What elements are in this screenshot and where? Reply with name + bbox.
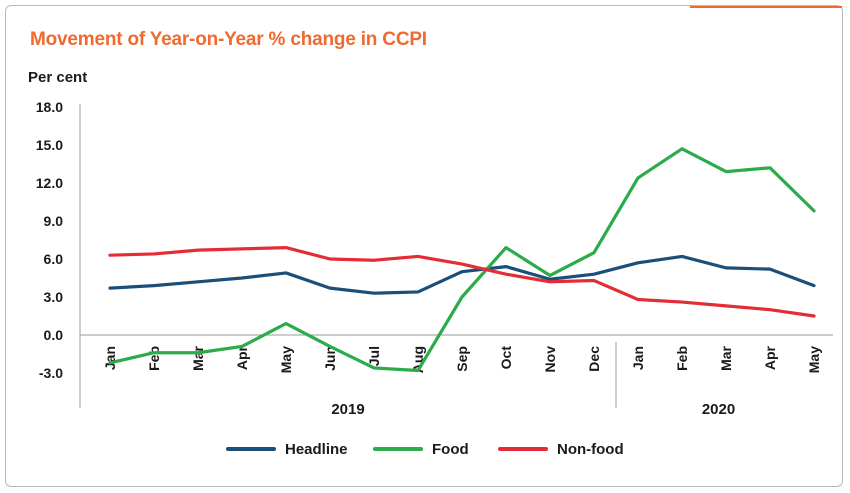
y-tick-label: 0.0	[44, 327, 64, 343]
axes: 18.0 15.0 12.0 9.0 6.0 3.0 0.0 -3.0 Jan Feb Mar Apr…	[36, 99, 833, 418]
y-tick-label: 9.0	[44, 213, 64, 229]
x-tick-label: Mar	[190, 345, 206, 370]
series-line-headline	[108, 254, 816, 295]
x-tick-label: Mar	[718, 345, 734, 370]
x-tick-label: Apr	[762, 345, 778, 370]
x-tick-label: Jan	[630, 346, 646, 370]
x-tick-label: Feb	[674, 346, 690, 371]
year-label: 2019	[331, 401, 364, 418]
legend-label: Food	[432, 441, 469, 458]
x-tick-label: May	[278, 346, 294, 373]
y-tick-label: 18.0	[36, 99, 63, 115]
x-tick-label: Jun	[322, 346, 338, 371]
x-tick-label: Nov	[542, 346, 558, 373]
chart-frame	[5, 5, 843, 487]
y-tick-label: 3.0	[44, 289, 64, 305]
series-line-food	[108, 147, 816, 373]
series-lines	[108, 147, 816, 373]
accent-bar	[690, 6, 842, 8]
year-label: 2020	[702, 401, 735, 418]
y-tick-label: -3.0	[39, 365, 63, 381]
legend-label: Headline	[285, 441, 348, 458]
y-tick-label: 6.0	[44, 251, 64, 267]
y-tick-label: 15.0	[36, 137, 63, 153]
chart-title: Movement of Year-on-Year % change in CCP…	[30, 29, 427, 50]
x-tick-label: Sep	[454, 346, 470, 372]
x-tick-label: Dec	[586, 346, 602, 372]
legend: Headline Food Non-food	[226, 441, 624, 458]
series-line-non-food	[108, 246, 816, 318]
x-tick-label: Jul	[366, 346, 382, 366]
x-tick-label: Feb	[146, 346, 162, 371]
legend-label: Non-food	[557, 441, 624, 458]
x-tick-label: Oct	[498, 346, 514, 370]
y-axis-unit-label: Per cent	[28, 69, 88, 86]
x-tick-label: May	[806, 346, 822, 373]
x-tick-label: Jan	[102, 346, 118, 370]
y-tick-label: 12.0	[36, 175, 63, 191]
x-tick-label: Apr	[234, 345, 250, 370]
